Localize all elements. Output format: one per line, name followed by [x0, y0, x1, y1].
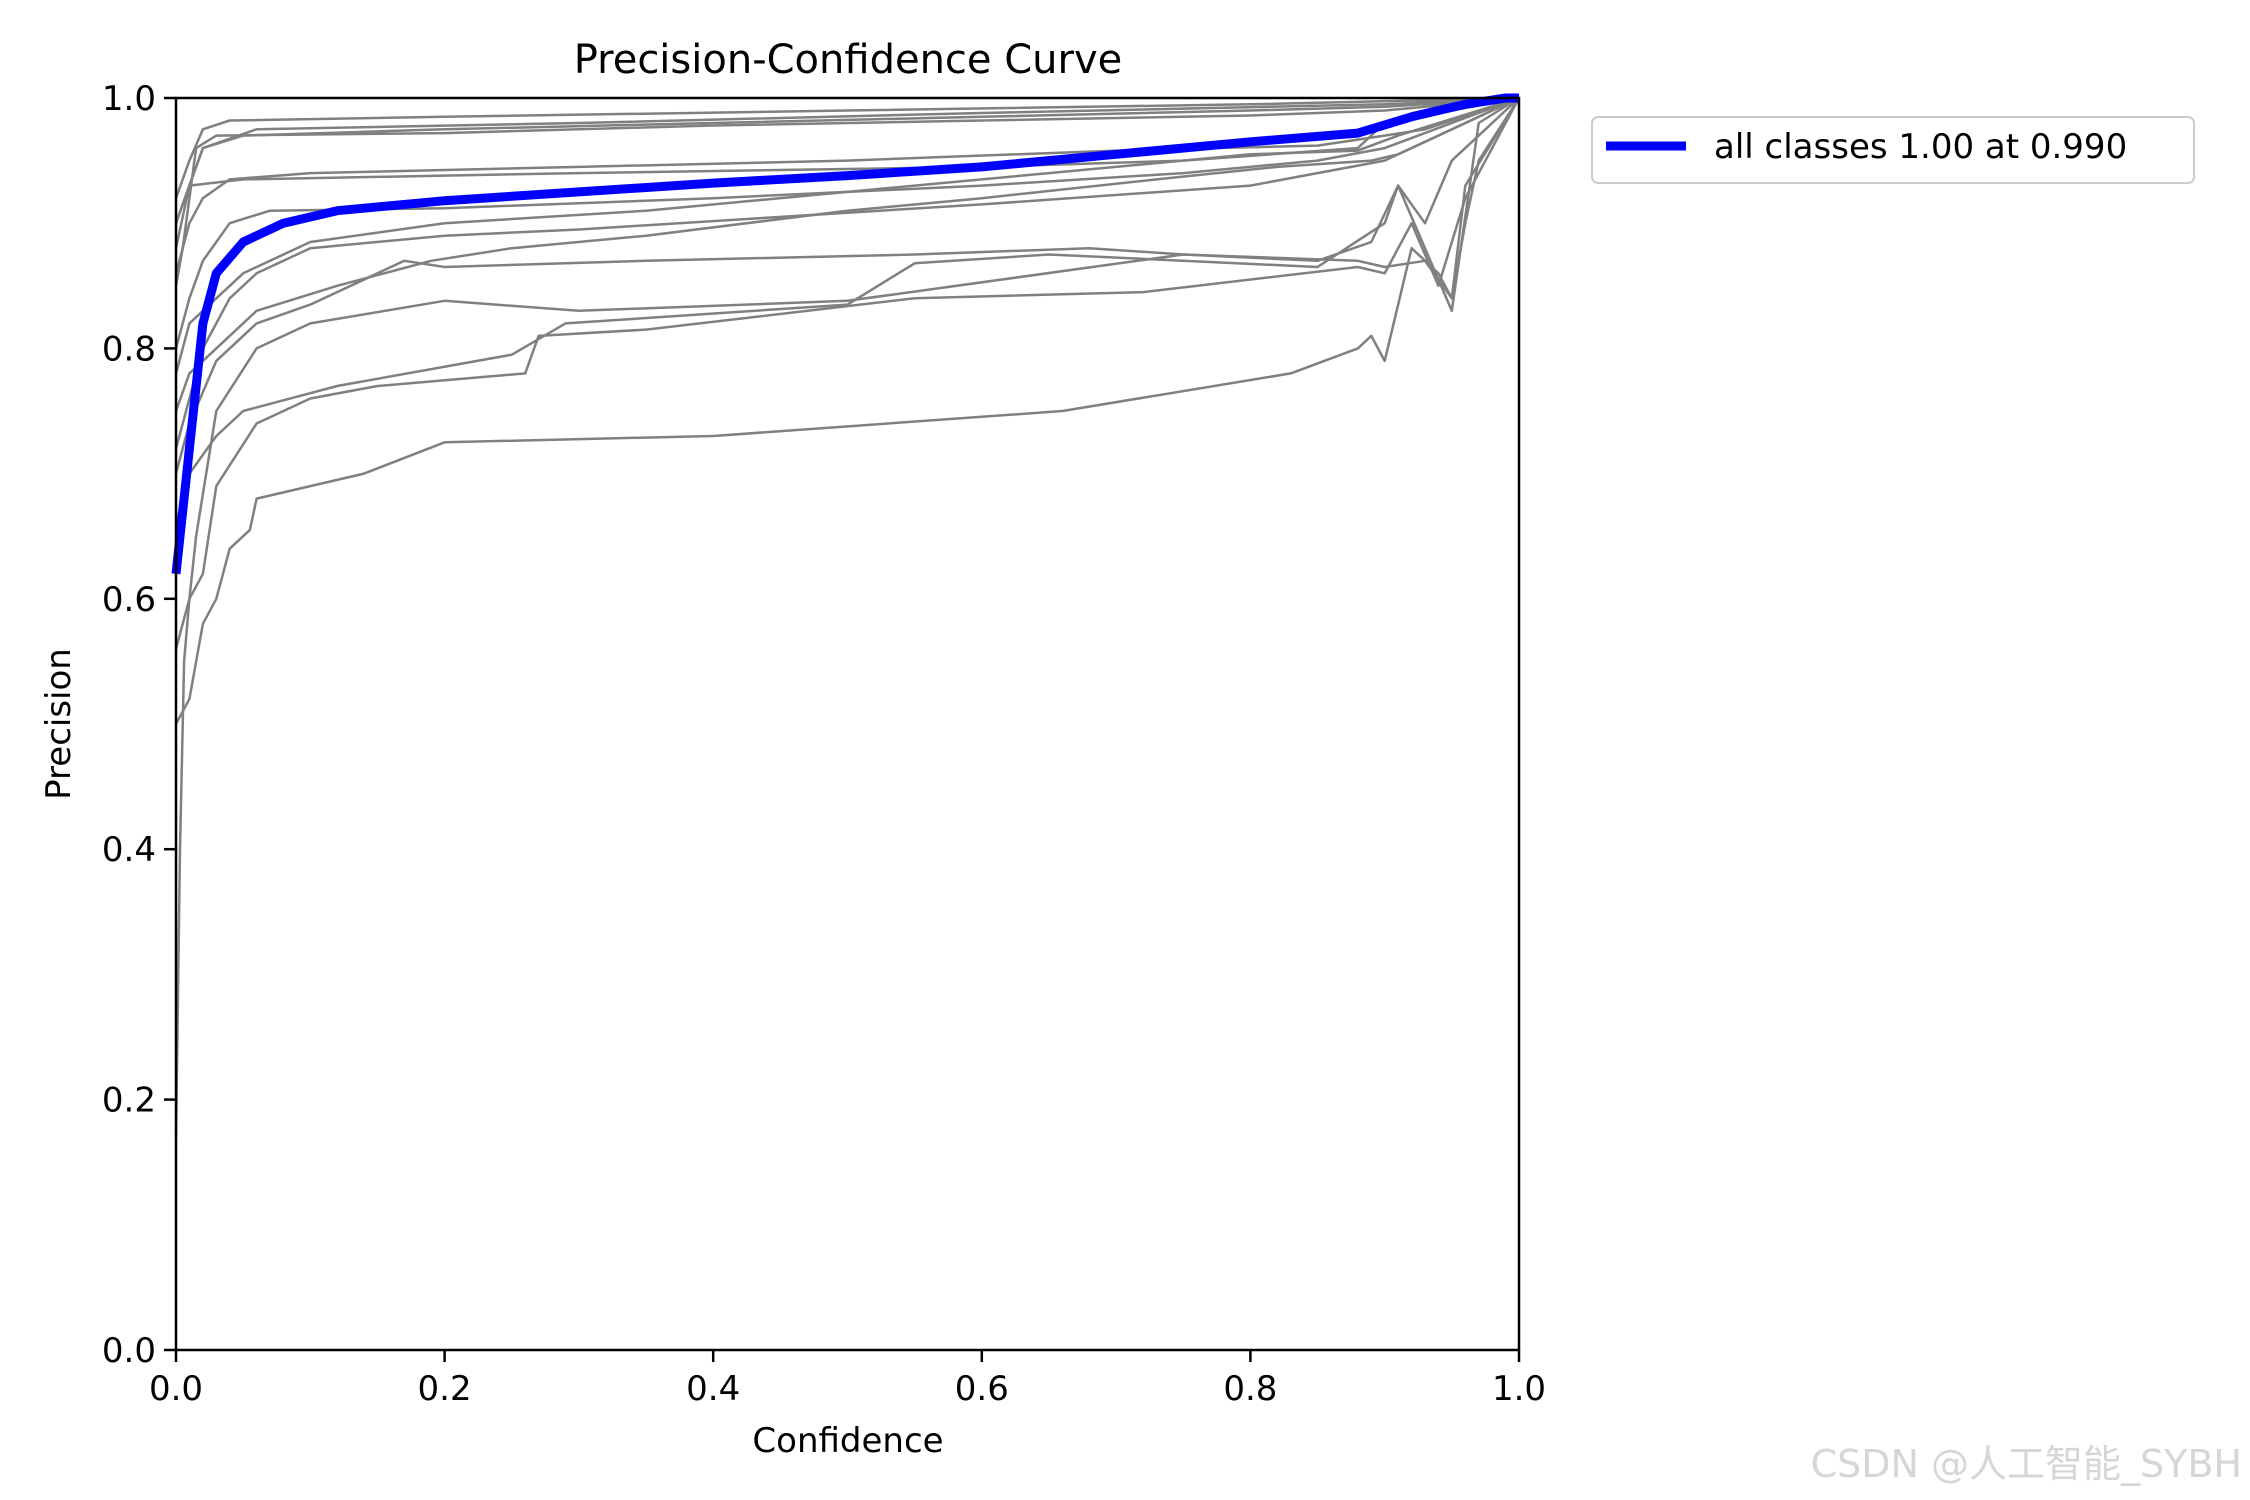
- y-tick-label: 0.0: [102, 1331, 156, 1371]
- class-curve-11: [174, 96, 1520, 449]
- legend-label-all-classes: all classes 1.00 at 0.990: [1714, 127, 2127, 167]
- y-tick-label: 0.6: [102, 580, 156, 620]
- class-curve-8: [174, 96, 1520, 199]
- x-tick-label: 0.2: [418, 1369, 472, 1409]
- x-tick-label: 0.0: [149, 1369, 203, 1409]
- plot-frame: [174, 96, 1521, 1352]
- y-tick-label: 0.8: [102, 329, 156, 369]
- main-series: [171, 93, 1519, 575]
- class-curve-10: [174, 96, 1520, 349]
- y-axis-label: Precision: [39, 648, 79, 800]
- class-curve-1: [174, 97, 1521, 650]
- y-tick-label: 0.4: [102, 830, 156, 870]
- class-curve-9: [174, 96, 1520, 287]
- legend-box: [1591, 116, 2195, 184]
- x-tick-label: 1.0: [1492, 1369, 1546, 1409]
- x-axis-ticks: 0.0 0.2 0.4 0.6 0.8 1.0: [149, 1350, 1546, 1409]
- chart-title: Precision-Confidence Curve: [574, 37, 1123, 83]
- watermark: CSDN @人工智能_SYBH: [1810, 1442, 2242, 1486]
- series-line-all-classes: [171, 93, 1519, 575]
- class-curve-3: [174, 96, 1520, 525]
- class-curve-4: [174, 97, 1520, 474]
- y-tick-label: 0.2: [102, 1081, 156, 1121]
- class-curve-14: [174, 96, 1520, 374]
- x-tick-label: 0.8: [1223, 1369, 1277, 1409]
- class-curve-5: [174, 96, 1520, 412]
- x-tick-label: 0.6: [955, 1369, 1009, 1409]
- x-tick-label: 0.4: [686, 1369, 740, 1409]
- legend: all classes 1.00 at 0.990: [1591, 116, 2195, 184]
- class-curve-13: [174, 96, 1520, 224]
- y-tick-label: 1.0: [102, 79, 156, 119]
- x-axis-label: Confidence: [752, 1421, 943, 1461]
- y-axis-ticks: 0.0 0.2 0.4 0.6 0.8 1.0: [102, 79, 176, 1371]
- class-curve-6: [174, 96, 1520, 274]
